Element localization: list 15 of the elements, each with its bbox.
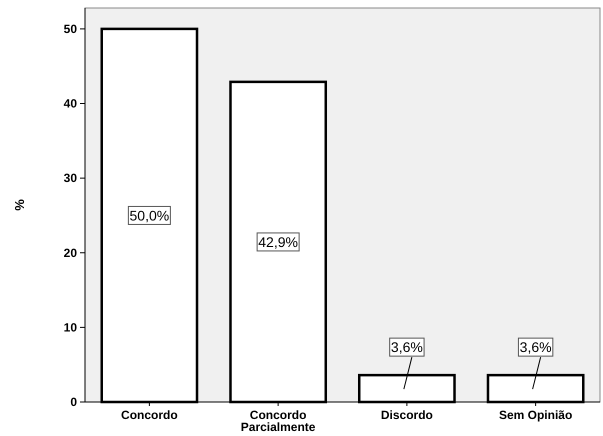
x-tick-label: Sem Opinião bbox=[498, 408, 572, 422]
data-label: 3,6% bbox=[520, 339, 552, 356]
y-tick-label: 50 bbox=[64, 22, 78, 36]
x-tick-label: Concordo Parcialmente bbox=[240, 408, 316, 434]
x-tick-label: Concordo bbox=[121, 408, 178, 422]
y-tick-label: 0 bbox=[70, 395, 78, 409]
y-tick-label: 20 bbox=[64, 246, 78, 260]
data-label: 3,6% bbox=[390, 339, 423, 356]
y-tick-label: 30 bbox=[64, 171, 78, 186]
x-tick-label: Discordo bbox=[380, 408, 433, 422]
y-tick-label: 40 bbox=[64, 96, 78, 111]
y-tick-label: 10 bbox=[64, 320, 78, 334]
y-axis-title: % bbox=[12, 198, 27, 211]
data-label: 42,9% bbox=[258, 234, 298, 250]
data-label: 50,0% bbox=[130, 207, 170, 224]
